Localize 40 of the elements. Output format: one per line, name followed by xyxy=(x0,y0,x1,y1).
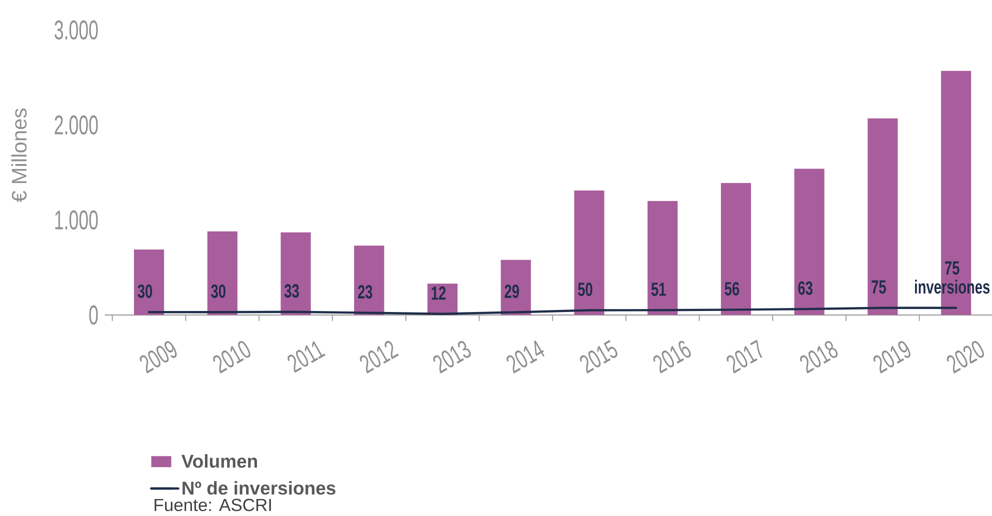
x-tick-label: 2012 xyxy=(360,340,399,374)
x-tick-label: 2018 xyxy=(800,340,838,374)
x-tick-label: 2017 xyxy=(726,340,762,374)
x-tick-label: 2014 xyxy=(506,340,544,374)
bar xyxy=(354,246,384,315)
bar xyxy=(794,168,824,315)
data-label: 51 xyxy=(651,282,666,296)
x-tick-label: 2009 xyxy=(140,341,177,374)
data-label: 30 xyxy=(211,284,226,298)
bar xyxy=(134,249,164,315)
bar xyxy=(868,118,898,315)
x-tick-label: 2016 xyxy=(653,340,691,374)
bar xyxy=(207,231,238,315)
source-note: Fuente: ASCRI xyxy=(154,498,271,512)
data-label: 12 xyxy=(432,286,446,300)
x-tick-label: 2013 xyxy=(433,340,471,374)
y-tick-label: 3.000 xyxy=(54,20,98,40)
bar xyxy=(648,201,678,315)
data-label: 56 xyxy=(724,282,740,296)
x-tick-label: 2010 xyxy=(213,341,250,374)
y-axis-title: € Millones xyxy=(11,108,27,202)
data-label: 63 xyxy=(798,281,812,295)
x-tick-label: 2011 xyxy=(288,341,326,373)
data-label: 33 xyxy=(284,284,299,298)
x-tick-label: 2015 xyxy=(580,340,618,374)
data-label: 29 xyxy=(504,284,519,298)
bar xyxy=(720,182,751,315)
x-tick-label: 2020 xyxy=(946,341,984,374)
bar xyxy=(574,190,604,315)
y-tick-label: 1.000 xyxy=(55,210,98,230)
legend-label: Volumen xyxy=(181,454,257,468)
y-tick-label: 2.000 xyxy=(54,115,98,135)
legend-label: Nº de inversiones xyxy=(182,481,336,495)
data-label: 23 xyxy=(358,285,372,299)
y-tick-label: 0 xyxy=(89,305,98,325)
data-label: 75 xyxy=(872,280,886,294)
bar xyxy=(280,232,311,315)
data-label: 30 xyxy=(138,284,152,298)
data-label: 50 xyxy=(578,282,592,296)
x-tick-label: 2019 xyxy=(873,341,910,374)
